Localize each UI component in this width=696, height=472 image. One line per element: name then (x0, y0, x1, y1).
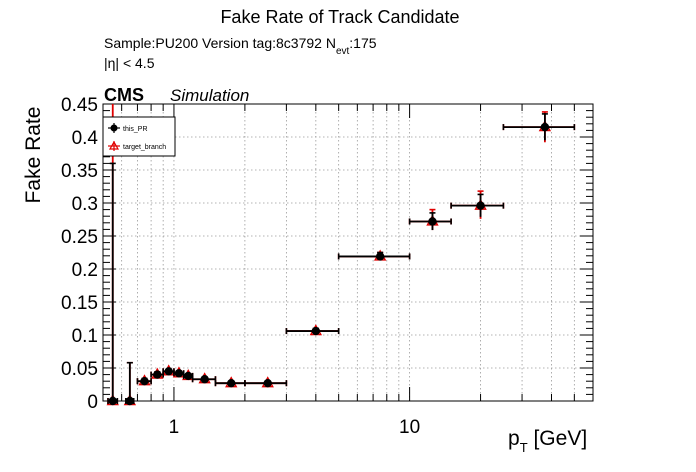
simulation-label: Simulation (170, 86, 249, 105)
y-tick-label: 0.3 (72, 194, 98, 215)
x-tick-label: 1 (169, 417, 180, 438)
x-tick-label: 10 (399, 417, 420, 438)
y-tick-label: 0.2 (72, 260, 98, 281)
x-axis-label-unit: [GeV] (528, 427, 588, 450)
y-tick-label: 0.4 (72, 128, 99, 149)
data-point (476, 201, 485, 210)
y-tick-label: 0.1 (72, 326, 98, 347)
y-tick-label: 0.25 (61, 227, 98, 248)
legend-marker-this-pr (110, 124, 118, 132)
data-point (311, 326, 321, 336)
data-series (106, 104, 576, 406)
y-tick-label: 0.15 (61, 293, 98, 314)
legend-marker-target-branch (108, 140, 120, 150)
data-point (164, 367, 173, 376)
legend-label-this-pr: this_PR (123, 126, 148, 133)
data-point (200, 375, 209, 384)
data-point (174, 369, 184, 378)
chart-title: Fake Rate of Track Candidate (220, 7, 459, 27)
y-tick-label: 0.45 (61, 95, 98, 116)
x-axis-label-sub: T (520, 440, 528, 455)
data-point (428, 217, 437, 226)
legend: this_PR target_branch (102, 116, 176, 157)
y-tick-label: 0 (87, 392, 98, 413)
data-point (125, 396, 135, 406)
plot-frame (102, 103, 594, 402)
data-point (227, 378, 236, 388)
nevt-subscript: evt (336, 46, 350, 57)
nevt-value: :175 (349, 35, 376, 51)
data-point (184, 371, 193, 381)
data-point (540, 122, 550, 132)
y-tick-label: 0.05 (61, 359, 98, 380)
data-point (153, 370, 162, 379)
cms-label: CMS (104, 85, 144, 105)
series-this-PR (107, 113, 576, 406)
y-tick-label: 0.35 (61, 161, 98, 182)
axes: 1 10 0 0.05 0.1 0.15 0.2 0.25 0.3 0.35 0.4 0.45 (61, 95, 594, 438)
x-axis-label: pT [GeV] (508, 427, 587, 455)
data-point (140, 377, 149, 386)
data-point (108, 396, 117, 406)
x-axis-label-main: p (508, 427, 520, 450)
y-axis-label: Fake Rate (22, 107, 45, 204)
legend-label-target-branch: target_branch (123, 144, 166, 151)
eta-cut-label: |η| < 4.5 (104, 55, 155, 71)
data-point (375, 252, 385, 261)
data-point (263, 378, 272, 388)
sample-line: Sample:PU200 Version tag:8c3792 N (104, 35, 336, 51)
sample-info: Sample:PU200 Version tag:8c3792 Nevt:175 (104, 35, 377, 57)
